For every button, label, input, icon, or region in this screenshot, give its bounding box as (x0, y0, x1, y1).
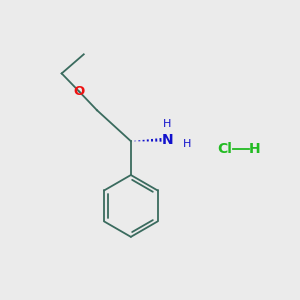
Text: H: H (183, 139, 191, 149)
Text: H: H (249, 142, 260, 155)
Text: Cl: Cl (218, 142, 232, 155)
Text: N: N (161, 133, 173, 147)
Text: O: O (74, 85, 85, 98)
Text: H: H (163, 119, 171, 129)
